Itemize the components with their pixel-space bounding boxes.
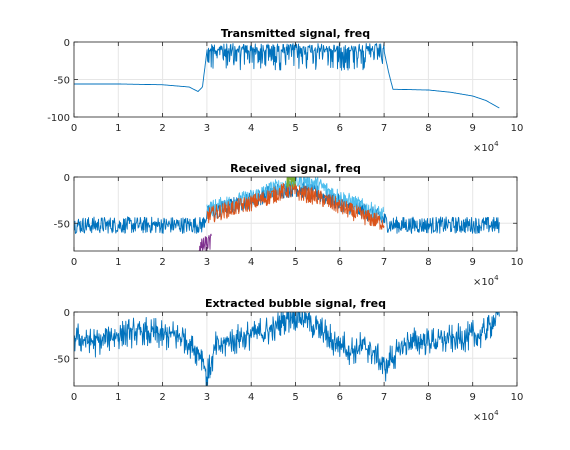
x-tick-label: 8	[425, 392, 431, 403]
x-tick-label: 1	[115, 123, 121, 134]
x-exponent-value: 4	[494, 274, 499, 282]
x-tick-label: 7	[381, 123, 387, 134]
x-tick-label: 5	[292, 392, 298, 403]
x-tick-label: 0	[71, 257, 77, 268]
x-tick-label: 0	[71, 123, 77, 134]
series-line-4	[286, 177, 296, 188]
x-exponent-label: ×104	[473, 409, 499, 423]
x-tick-label: 6	[337, 392, 343, 403]
series-line-1	[74, 43, 500, 109]
x-tick-label: 6	[337, 257, 343, 268]
x-tick-label: 8	[425, 123, 431, 134]
x-tick-label: 1	[115, 392, 121, 403]
x-tick-label: 2	[159, 392, 165, 403]
x-tick-label: 9	[470, 392, 476, 403]
series-line-5	[197, 233, 212, 251]
chart-title: Extracted bubble signal, freq	[205, 297, 386, 310]
x-tick-label: 4	[248, 257, 254, 268]
y-tick-label: 0	[64, 173, 70, 184]
x-tick-label: 9	[470, 123, 476, 134]
series-line-1	[74, 312, 500, 386]
x-tick-label: 3	[204, 123, 210, 134]
x-tick-label: 1	[115, 257, 121, 268]
x-tick-label: 6	[337, 123, 343, 134]
x-tick-label: 3	[204, 257, 210, 268]
x-tick-label: 2	[159, 123, 165, 134]
x-exponent-value: 4	[494, 409, 499, 417]
x-tick-label: 4	[248, 123, 254, 134]
x-tick-label: 3	[204, 392, 210, 403]
x-exponent-label: ×104	[473, 140, 499, 154]
subplot-1: 0 1 2 3 4 5 6 7 8 9 10 -100 -50 0 ×104 Transmitted sign…	[47, 27, 523, 154]
subplot-3: 0 1 2 3 4 5 6 7 8 9 10 -50 0 ×104 Extracted bubble sig…	[54, 297, 524, 423]
x-tick-label: 2	[159, 257, 165, 268]
x-tick-label: 5	[292, 123, 298, 134]
x-tick-label: 8	[425, 257, 431, 268]
x-tick-label: 7	[381, 257, 387, 268]
chart-title: Received signal, freq	[230, 162, 361, 175]
y-tick-label: 0	[64, 308, 70, 319]
x-exponent-value: 4	[494, 140, 499, 148]
subplot-2: 0 1 2 3 4 5 6 7 8 9 10 -50 0 ×104 Received signal, fre…	[54, 162, 524, 288]
x-tick-label: 10	[511, 123, 524, 134]
x-tick-label: 7	[381, 392, 387, 403]
y-tick-label: -100	[47, 113, 70, 124]
x-tick-label: 9	[470, 257, 476, 268]
y-tick-label: -50	[54, 219, 70, 230]
x-tick-label: 10	[511, 392, 524, 403]
x-tick-label: 5	[292, 257, 298, 268]
chart-title: Transmitted signal, freq	[221, 27, 370, 40]
y-tick-label: 0	[64, 38, 70, 49]
x-exponent-label: ×104	[473, 274, 499, 288]
y-tick-label: -50	[54, 76, 70, 87]
x-tick-label: 0	[71, 392, 77, 403]
x-tick-label: 4	[248, 392, 254, 403]
series-line-1	[74, 180, 500, 234]
y-tick-label: -50	[54, 354, 70, 365]
x-tick-label: 10	[511, 257, 524, 268]
